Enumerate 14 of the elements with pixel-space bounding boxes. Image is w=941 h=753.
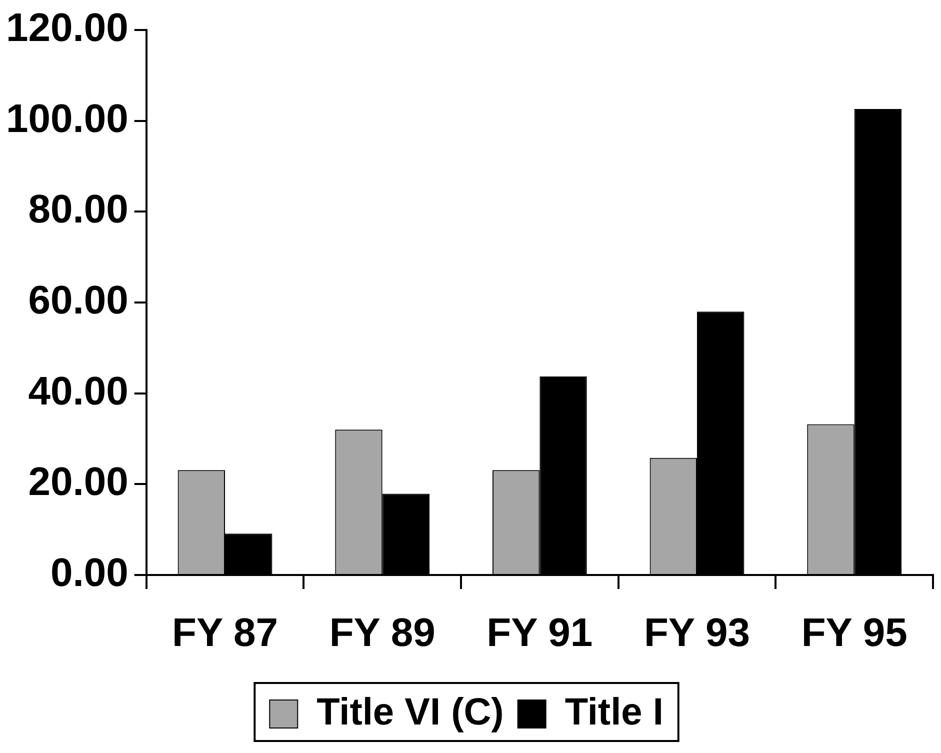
x-tick-label: FY 93: [644, 611, 750, 656]
y-tick-label: 100.00: [6, 96, 128, 141]
x-tick-label: FY 95: [801, 611, 908, 656]
legend-label: Title VI (C): [316, 691, 504, 734]
y-tick-label: 120.00: [6, 6, 128, 50]
y-tick-label: 20.00: [28, 460, 128, 504]
y-tick-label: 80.00: [28, 188, 128, 232]
y-tick-label: 40.00: [28, 369, 128, 414]
y-tick-label: 0.00: [50, 551, 128, 596]
y-tick-label: 60.00: [28, 278, 128, 323]
x-tick-label: FY 87: [172, 611, 278, 656]
legend-label: Title I: [564, 691, 664, 734]
x-tick-label: FY 89: [329, 611, 436, 656]
x-tick-label: FY 91: [486, 611, 593, 656]
